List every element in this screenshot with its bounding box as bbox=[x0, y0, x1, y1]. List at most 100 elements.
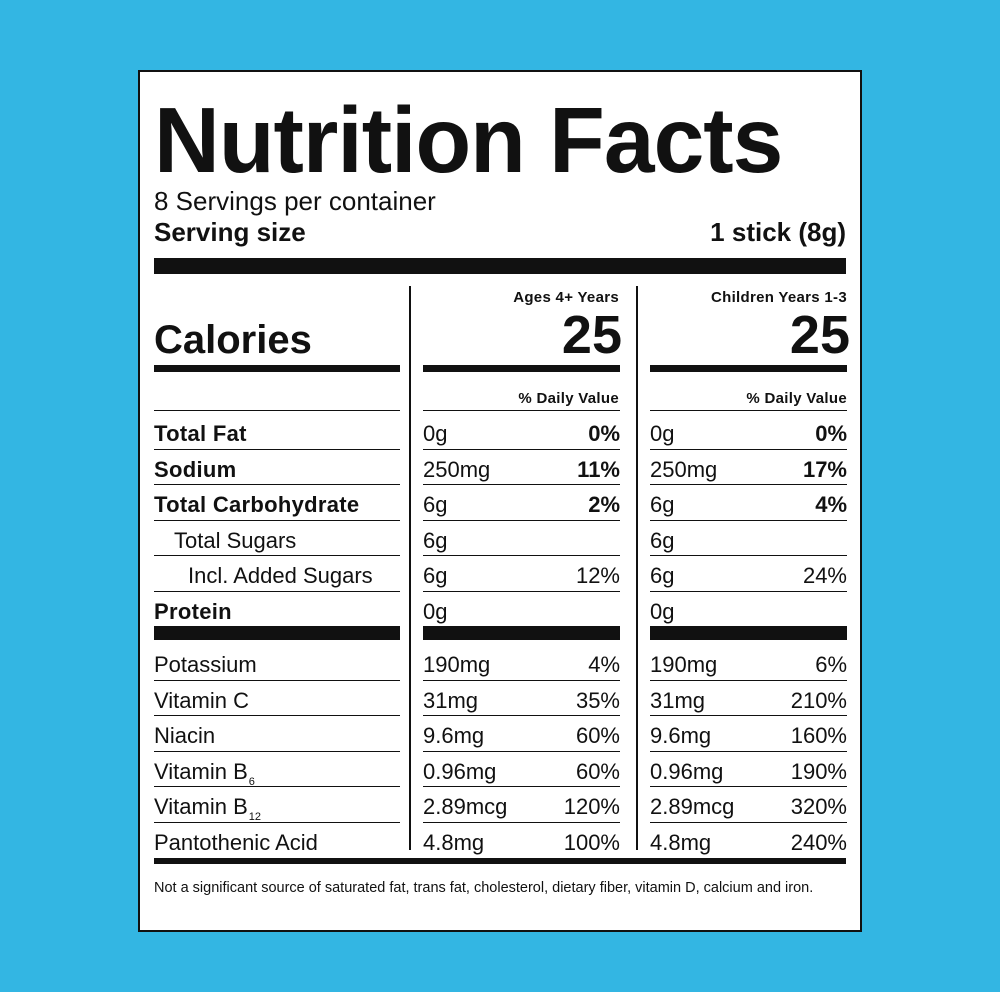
amount-col2: 6g bbox=[650, 563, 675, 588]
daily-value-col1: 120% bbox=[563, 794, 620, 819]
daily-value-col1: 2% bbox=[588, 492, 620, 517]
row-divider-col2 bbox=[650, 448, 847, 450]
amount-col1: 190mg bbox=[423, 652, 491, 677]
amount-col2: 250mg bbox=[650, 456, 718, 482]
nutrient-label-text: Protein bbox=[154, 598, 232, 624]
daily-value-header-col1: % Daily Value bbox=[518, 390, 619, 407]
daily-value-col2: 160% bbox=[790, 723, 847, 748]
nutrient-label: Incl. Added Sugars bbox=[188, 565, 373, 587]
row-divider bbox=[154, 750, 400, 752]
amount-col2: 6g bbox=[650, 492, 675, 517]
row-divider bbox=[154, 484, 400, 485]
daily-value-col2: 190% bbox=[790, 758, 847, 784]
calories-bar-col1 bbox=[423, 365, 620, 372]
nutrient-label-text: Total Fat bbox=[154, 421, 247, 446]
daily-value-col2: 6% bbox=[815, 652, 847, 677]
row-divider-col2 bbox=[650, 555, 847, 556]
amount-col2: 0g bbox=[650, 598, 675, 624]
amount-col1: 0g bbox=[423, 598, 448, 624]
amount-col2: 6g bbox=[650, 527, 675, 553]
amount-col1: 250mg bbox=[423, 456, 491, 482]
column-header-ages-4-plus: Ages 4+ Years bbox=[513, 289, 619, 306]
daily-value-col1: 60% bbox=[575, 723, 620, 748]
row-divider bbox=[154, 448, 400, 450]
nutrient-label: Sodium bbox=[154, 456, 237, 482]
nutrient-label-text: Sodium bbox=[154, 456, 237, 482]
amount-col2: 0.96mg bbox=[650, 758, 724, 784]
amount-col2: 0g bbox=[650, 421, 675, 446]
daily-value-col1: 11% bbox=[577, 456, 620, 482]
thick-divider-bottom bbox=[154, 858, 846, 864]
daily-value-col1: 4% bbox=[588, 652, 620, 677]
amount-col1: 6g bbox=[423, 527, 448, 553]
row-divider-col1 bbox=[423, 448, 620, 450]
amount-col1: 2.89mcg bbox=[423, 794, 508, 819]
serving-size-label: Serving size bbox=[154, 217, 306, 247]
amount-col2: 4.8mg bbox=[650, 829, 712, 855]
row-divider-col1 bbox=[423, 590, 620, 592]
row-divider-col2 bbox=[650, 715, 847, 716]
row-divider-col2 bbox=[650, 750, 847, 752]
nutrient-label-text: Pantothenic Acid bbox=[154, 829, 318, 855]
row-divider-col2 bbox=[650, 786, 847, 787]
row-divider-col1 bbox=[423, 555, 620, 556]
amount-col2: 31mg bbox=[650, 687, 706, 713]
amount-col1: 0.96mg bbox=[423, 758, 497, 784]
daily-value-col1: 0% bbox=[588, 421, 620, 446]
row-divider-col2 bbox=[650, 519, 847, 521]
row-divider-col1 bbox=[423, 786, 620, 787]
servings-per-container: 8 Servings per container bbox=[154, 186, 436, 216]
nutrient-label-text: Vitamin B bbox=[154, 758, 248, 784]
row-divider-col1 bbox=[423, 679, 620, 681]
thick-divider-top bbox=[154, 258, 846, 274]
label-title: Nutrition Facts bbox=[154, 88, 783, 192]
row-divider-col1 bbox=[423, 750, 620, 752]
footnote: Not a significant source of saturated fa… bbox=[154, 880, 814, 896]
serving-size-value: 1 stick (8g) bbox=[710, 217, 846, 247]
daily-value-col2: 4% bbox=[815, 492, 847, 517]
row-divider bbox=[154, 590, 400, 592]
daily-value-header-col2: % Daily Value bbox=[746, 390, 847, 407]
nutrient-label: Protein bbox=[154, 598, 232, 624]
daily-value-col2: 240% bbox=[790, 829, 847, 855]
row-divider bbox=[154, 821, 400, 823]
nutrient-label-subscript: 12 bbox=[248, 811, 261, 823]
row-divider bbox=[154, 679, 400, 681]
daily-value-col1: 60% bbox=[575, 758, 620, 784]
nutrient-label: Total Sugars bbox=[174, 527, 297, 553]
nutrient-label: Total Carbohydrate bbox=[154, 494, 359, 516]
nutrient-label: Total Fat bbox=[154, 423, 247, 445]
row-divider bbox=[154, 555, 400, 556]
daily-value-col2: 24% bbox=[802, 563, 847, 588]
row-divider-col1 bbox=[423, 715, 620, 716]
column-divider-2 bbox=[636, 286, 638, 850]
amount-col2: 190mg bbox=[650, 652, 718, 677]
row-divider bbox=[154, 786, 400, 787]
column-header-children-1-3: Children Years 1-3 bbox=[710, 289, 847, 306]
amount-col2: 9.6mg bbox=[650, 723, 712, 748]
daily-value-col1: 100% bbox=[563, 829, 620, 855]
row-divider-col1 bbox=[423, 821, 620, 823]
row-divider-col2 bbox=[650, 679, 847, 681]
amount-col1: 31mg bbox=[423, 687, 479, 713]
divider-daily-value-col1 bbox=[423, 410, 620, 411]
column-divider-1 bbox=[409, 286, 411, 850]
thick-divider-vitamins-col2 bbox=[650, 626, 847, 640]
nutrient-label-text: Potassium bbox=[154, 652, 257, 677]
daily-value-col1: 35% bbox=[575, 687, 620, 713]
daily-value-col2: 210% bbox=[790, 687, 847, 713]
nutrient-label: Vitamin B6 bbox=[154, 758, 255, 788]
nutrition-label: Nutrition Facts 8 Servings per container… bbox=[138, 70, 862, 932]
row-divider-col2 bbox=[650, 821, 847, 823]
row-divider bbox=[154, 519, 400, 521]
nutrient-label-text: Niacin bbox=[154, 723, 216, 748]
row-divider-col1 bbox=[423, 519, 620, 521]
calories-bar-col2 bbox=[650, 365, 847, 372]
nutrient-label-text: Vitamin B bbox=[154, 794, 248, 819]
nutrient-label: Pantothenic Acid bbox=[154, 829, 318, 855]
amount-col1: 4.8mg bbox=[423, 829, 485, 855]
nutrient-label-text: Total Sugars bbox=[174, 527, 297, 553]
thick-divider-vitamins-col1 bbox=[423, 626, 620, 640]
calories-value-ages-4-plus: 25 bbox=[561, 305, 622, 365]
nutrient-label-subscript: 6 bbox=[248, 775, 255, 788]
